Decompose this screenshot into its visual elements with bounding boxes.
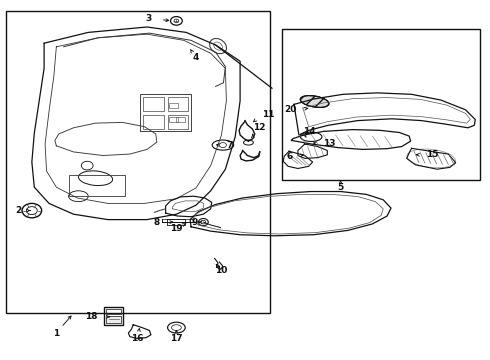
Text: 9: 9	[191, 217, 197, 227]
Bar	[106, 309, 121, 314]
Bar	[6, 11, 270, 313]
Text: 7: 7	[226, 141, 233, 150]
Text: 15: 15	[426, 150, 439, 159]
Text: 5: 5	[338, 183, 343, 192]
Bar	[143, 115, 164, 129]
Text: 16: 16	[131, 334, 144, 343]
Bar	[169, 103, 178, 108]
Text: 18: 18	[85, 312, 98, 321]
Text: 1: 1	[53, 328, 59, 338]
Ellipse shape	[300, 96, 329, 107]
Bar	[168, 115, 188, 129]
Bar	[167, 219, 185, 225]
Text: 4: 4	[193, 53, 199, 62]
Bar	[282, 29, 480, 180]
Bar	[143, 97, 164, 111]
Bar	[176, 117, 185, 122]
Text: 14: 14	[303, 127, 316, 136]
Bar	[169, 117, 178, 122]
Bar	[106, 316, 121, 323]
Text: 10: 10	[215, 266, 228, 275]
Bar	[104, 307, 123, 325]
Text: 2: 2	[16, 206, 22, 215]
Bar	[69, 175, 125, 196]
Text: 13: 13	[323, 139, 336, 148]
Text: 17: 17	[170, 334, 183, 343]
Text: 11: 11	[262, 110, 275, 119]
Text: 6: 6	[287, 152, 293, 161]
Text: 8: 8	[154, 217, 160, 227]
Text: 19: 19	[170, 224, 183, 233]
Bar	[168, 97, 188, 111]
Text: 3: 3	[146, 14, 152, 23]
Text: 20: 20	[284, 105, 296, 114]
Text: 12: 12	[253, 123, 266, 132]
